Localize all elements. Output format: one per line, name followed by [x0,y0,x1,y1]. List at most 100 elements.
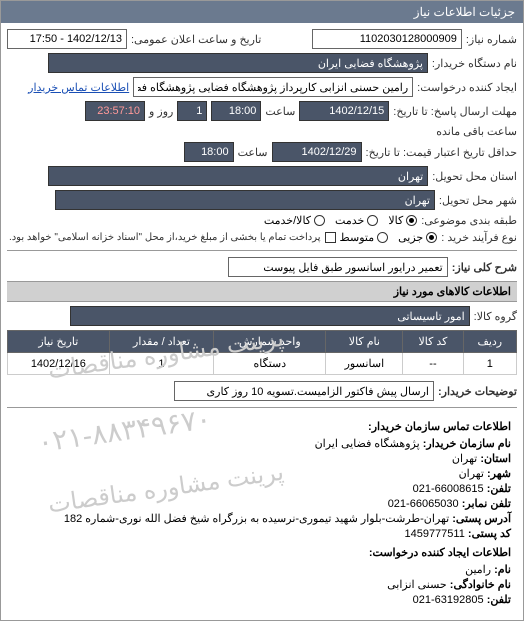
c-city-label: شهر: [487,468,511,480]
main-panel: جزئیات اطلاعات نیاز شماره نیاز: تاریخ و … [0,0,524,621]
cc-name: رامین [465,564,491,576]
valid-date-input[interactable] [272,142,362,162]
c-city-row: شهر: تهران [13,467,511,480]
td-5: 1402/12/16 [8,353,110,375]
td-0: 1 [463,353,516,375]
radio-goods-service[interactable] [314,215,325,226]
process-note: پرداخت تمام یا بخشی از مبلغ خرید،از محل … [9,232,321,243]
delivery-province-input[interactable] [48,166,428,186]
creator-contact-title: اطلاعات ایجاد کننده درخواست: [13,546,511,559]
items-table: ردیف کد کالا نام کالا واحد شمارش تعداد /… [7,330,517,375]
c-fax: 66065030-021 [388,498,459,510]
row-delivery-province: استان محل تحویل: [7,166,517,186]
remain-label: ساعت باقی مانده [436,125,517,138]
remain-days-input[interactable] [177,101,207,121]
desc-input[interactable] [228,257,448,277]
c-province: تهران [452,453,477,465]
time-label-2: ساعت [238,146,268,159]
radio-medium-opt[interactable]: متوسط [340,231,389,244]
category-label: طبقه بندی موضوعی: [421,214,517,227]
c-province-row: استان: تهران [13,452,511,465]
th-1: کد کالا [403,331,463,353]
cc-phone: 63192805-021 [413,594,484,606]
buyer-org-label: نام دستگاه خریدار: [432,57,517,70]
row-creator: ایجاد کننده درخواست: اطلاعات تماس خریدار [7,77,517,97]
announce-label: تاریخ و ساعت اعلان عمومی: [131,33,261,46]
table-header-row: ردیف کد کالا نام کالا واحد شمارش تعداد /… [8,331,517,353]
radio-goods[interactable] [406,215,417,226]
remain-time-input[interactable] [85,101,145,121]
radio-small-opt[interactable]: جزیی [398,231,437,244]
cc-name-row: نام: رامین [13,563,511,576]
valid-time-input[interactable] [184,142,234,162]
panel-body: شماره نیاز: تاریخ و ساعت اعلان عمومی: نا… [1,23,523,620]
th-4: تعداد / مقدار [109,331,214,353]
process-radio-group: جزیی متوسط [340,231,438,244]
contact-title: اطلاعات تماس سازمان خریدار: [13,420,511,433]
cc-phone-label: تلفن: [487,594,511,606]
row-reply-deadline: مهلت ارسال پاسخ: تا تاریخ: ساعت روز و سا… [7,101,517,138]
announce-input[interactable] [7,29,127,49]
reply-date-input[interactable] [299,101,389,121]
c-org-row: نام سازمان خریدار: پژوهشگاه فضایی ایران [13,437,511,450]
c-org: پژوهشگاه فضایی ایران [315,438,420,450]
request-no-label: شماره نیاز: [466,33,517,46]
request-no-input[interactable] [312,29,462,49]
table-row: 1 -- اسانسور دستگاه 1 1402/12/16 [8,353,517,375]
group-input[interactable] [70,306,470,326]
row-buyer-notes: توضیحات خریدار: [7,381,517,401]
radio-goods-service-label: کالا/خدمت [264,214,311,227]
delivery-city-label: شهر محل تحویل: [439,194,517,207]
radio-medium-label: متوسط [340,231,375,244]
c-phone-row: تلفن: 66008615-021 [13,482,511,495]
th-3: واحد شمارش [214,331,326,353]
radio-goods-service-opt[interactable]: کالا/خدمت [264,214,325,227]
creator-input[interactable] [133,77,413,97]
time-label-1: ساعت [265,105,295,118]
c-postal-row: کد پستی: 1459777511 [13,527,511,540]
row-desc: شرح کلی نیاز: [7,257,517,277]
buyer-org-input[interactable] [48,53,428,73]
c-fax-row: تلفن نمابر: 66065030-021 [13,497,511,510]
treasury-checkbox[interactable] [325,232,336,243]
row-request-announce: شماره نیاز: تاریخ و ساعت اعلان عمومی: [7,29,517,49]
row-category: طبقه بندی موضوعی: کالا خدمت کالا/خدمت [7,214,517,227]
process-label: نوع فرآیند خرید : [441,231,517,244]
radio-goods-opt[interactable]: کالا [388,214,417,227]
reply-time-input[interactable] [211,101,261,121]
c-address-row: آدرس پستی: تهران-طرشت-بلوار شهید تیموری-… [13,512,511,525]
td-4: 1 [109,353,214,375]
radio-small[interactable] [426,232,437,243]
items-section-title: اطلاعات کالاهای مورد نیاز [7,281,517,302]
radio-service-opt[interactable]: خدمت [335,214,378,227]
creator-label: ایجاد کننده درخواست: [417,81,517,94]
panel-title: جزئیات اطلاعات نیاز [1,1,523,23]
th-5: تاریخ نیاز [8,331,110,353]
delivery-province-label: استان محل تحویل: [432,170,517,183]
radio-service[interactable] [367,215,378,226]
c-org-label: نام سازمان خریدار: [423,438,511,450]
th-0: ردیف [463,331,516,353]
cc-name-label: نام: [494,564,511,576]
td-1: -- [403,353,463,375]
contact-link[interactable]: اطلاعات تماس خریدار [28,81,129,94]
contact-section: ۰۲۱-۸۸۳۴۹۶۷۰ پرینت مشاوره مناقصات اطلاعا… [7,414,517,614]
remain-day-label: روز و [149,105,173,118]
reply-deadline-label: مهلت ارسال پاسخ: تا تاریخ: [393,105,517,118]
group-label: گروه کالا: [474,310,517,323]
buyer-notes-input[interactable] [174,381,434,401]
buyer-notes-label: توضیحات خریدار: [438,385,517,398]
radio-small-label: جزیی [398,231,423,244]
delivery-city-input[interactable] [55,190,435,210]
radio-service-label: خدمت [335,214,364,227]
row-valid-until: حداقل تاریخ اعتبار قیمت: تا تاریخ: ساعت [7,142,517,162]
valid-until-label: حداقل تاریخ اعتبار قیمت: تا تاریخ: [366,146,517,159]
c-address-label: آدرس پستی: [452,513,511,525]
c-fax-label: تلفن نمابر: [462,498,511,510]
c-city: تهران [459,468,484,480]
radio-medium[interactable] [377,232,388,243]
category-radio-group: کالا خدمت کالا/خدمت [264,214,417,227]
row-process: نوع فرآیند خرید : جزیی متوسط پرداخت تمام… [7,231,517,244]
c-address: تهران-طرشت-بلوار شهید تیموری-نرسیده به ب… [64,513,449,525]
c-postal-label: کد پستی: [468,528,511,540]
